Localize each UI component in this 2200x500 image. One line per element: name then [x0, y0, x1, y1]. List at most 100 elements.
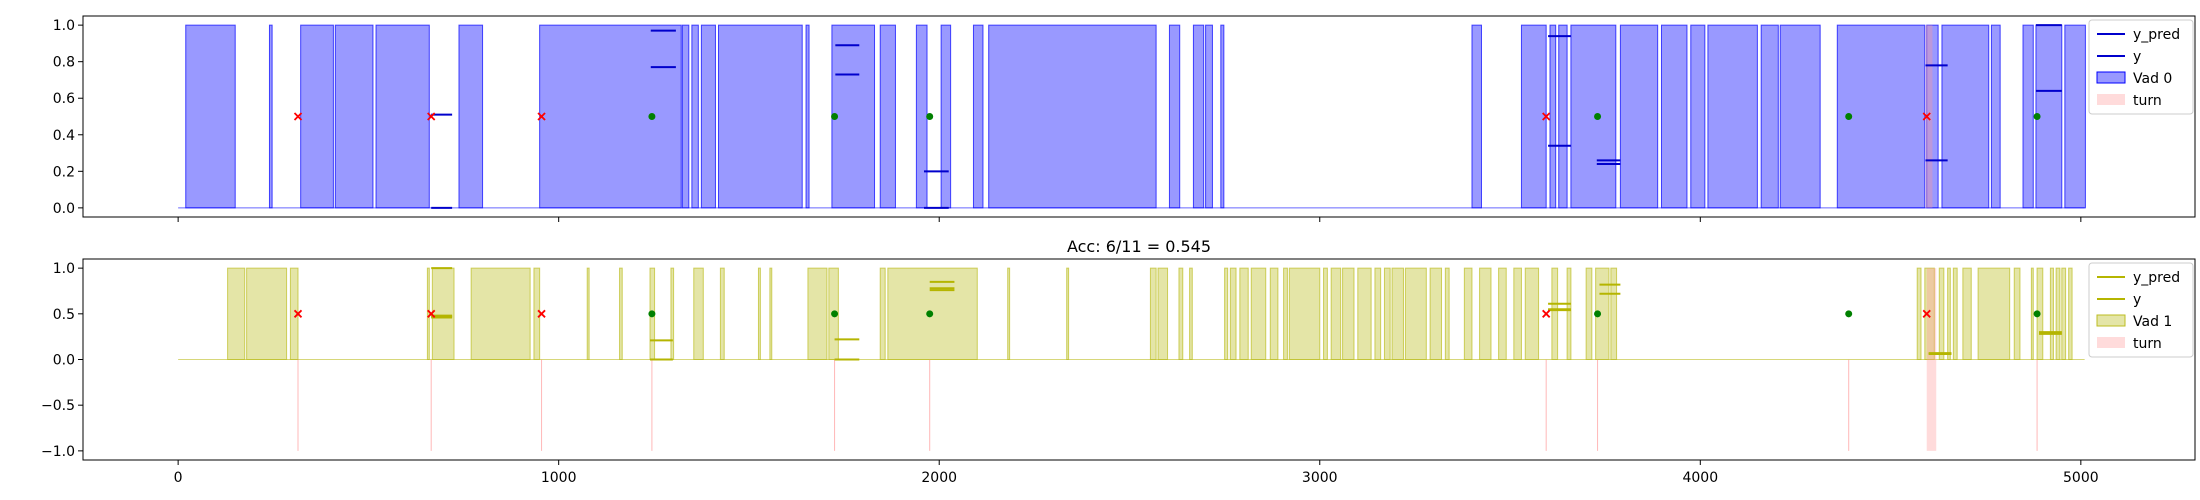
- top-vad-segment: [700, 24, 716, 209]
- bottom-vad-segment: [1977, 267, 2011, 360]
- bottom-correct-point: [648, 310, 656, 318]
- top-ytick-label: 0.8: [53, 55, 75, 71]
- bottom-subplot: Acc: 6/11 = 0.545 −1.0 −0.5 0.0 0.5 1.0 0 1000…: [41, 237, 2196, 486]
- bottom-vad-segment: [1323, 267, 1328, 360]
- bottom-vad-segment: [1444, 267, 1450, 360]
- bottom-vad-segment: [1962, 267, 1972, 360]
- bottom-wrong-point: [537, 309, 546, 318]
- top-vad-segment: [1220, 24, 1225, 209]
- bottom-vad-segment: [1952, 267, 1958, 360]
- bottom-vad-segment: [1391, 267, 1404, 360]
- top-legend-label: Vad 0: [2133, 71, 2172, 87]
- bottom-vad-segment: [426, 267, 430, 360]
- top-plot-frame: [82, 15, 2196, 218]
- bottom-vad-segment: [1610, 267, 1618, 360]
- top-wrong-point: [293, 112, 303, 121]
- bottom-vad-segment: [1149, 267, 1157, 360]
- bottom-vad-segment: [1947, 267, 1951, 360]
- bottom-wrong-point: [293, 309, 303, 318]
- bottom-vad-segment: [1224, 267, 1229, 360]
- bottom-vad-segment: [1916, 267, 1922, 360]
- bottom-vad-segment: [1157, 267, 1169, 360]
- bottom-correct-point: [926, 310, 934, 318]
- bottom-ytick-label: 1.0: [53, 261, 75, 277]
- top-turn-segment: [1925, 25, 1933, 208]
- bottom-xtick-label: 3000: [1302, 470, 1338, 486]
- bottom-legend-label: y: [2133, 292, 2141, 308]
- top-wrong-point: [537, 112, 546, 121]
- bottom-vad-segment: [1404, 267, 1427, 360]
- top-correct-point: [1845, 113, 1853, 120]
- bottom-vad-segment: [1007, 267, 1011, 360]
- top-vad-segment: [915, 24, 928, 209]
- bottom-vad-segment: [1342, 267, 1355, 360]
- top-legend-turn-swatch: [2097, 94, 2125, 105]
- bottom-vad-segment: [1566, 267, 1572, 360]
- top-vad-segment: [831, 24, 876, 209]
- bottom-vad-segment: [1283, 267, 1288, 360]
- top-vad-segment: [1205, 24, 1213, 209]
- bottom-wrong-point: [427, 309, 436, 318]
- bottom-correct-point: [1845, 310, 1853, 318]
- top-legend-label: y: [2133, 49, 2141, 65]
- bottom-vad-segment: [1551, 267, 1559, 360]
- bottom-correct-point: [2033, 310, 2041, 318]
- bottom-vad-segment: [1938, 267, 1945, 360]
- top-vad-segment: [1660, 24, 1688, 209]
- top-correct-point: [1594, 113, 1602, 120]
- top-vad-segment: [988, 24, 1157, 209]
- bottom-vad-segment: [1250, 267, 1267, 360]
- bottom-ytick-label: 0.0: [53, 353, 75, 369]
- top-vad-segment: [185, 24, 236, 209]
- bottom-xtick-label: 2000: [921, 470, 957, 486]
- top-legend-label: turn: [2133, 93, 2162, 109]
- bottom-vad-segment: [1374, 267, 1382, 360]
- bottom-legend-box: [2088, 262, 2194, 358]
- top-vad-segment: [1192, 24, 1205, 209]
- bottom-vad-segment: [719, 267, 725, 360]
- bottom-vad-segment: [1479, 267, 1492, 360]
- bottom-legend-label: turn: [2133, 336, 2162, 352]
- bottom-ytick-label: −0.5: [41, 398, 75, 414]
- bottom-vad-segment: [670, 267, 675, 360]
- top-legend-box: [2088, 19, 2194, 115]
- bottom-vad-segment: [807, 267, 828, 360]
- bottom-vad-segment: [533, 267, 541, 360]
- bottom-xtick-label: 4000: [1682, 470, 1718, 486]
- bottom-legend-vad-swatch: [2096, 314, 2126, 327]
- top-wrong-point: [1542, 112, 1551, 121]
- bottom-legend-turn-swatch: [2097, 337, 2125, 348]
- top-vad-segment: [1690, 24, 1706, 209]
- bottom-legend-label: y_pred: [2133, 270, 2180, 286]
- bottom-vad-segment: [1429, 267, 1443, 360]
- bottom-vad-segment: [1178, 267, 1184, 360]
- bottom-vad-segment: [586, 267, 590, 360]
- bottom-vad-segment: [769, 267, 773, 360]
- top-vad-segment: [1520, 24, 1547, 209]
- top-vad-segment: [300, 24, 334, 209]
- top-vad-segment: [718, 24, 803, 209]
- bottom-vad-segment: [227, 267, 246, 360]
- top-vad-segment: [2022, 24, 2034, 209]
- bottom-vad-segment: [1513, 267, 1522, 360]
- bottom-vad-segment: [1924, 267, 1935, 360]
- bottom-vad-segment: [1498, 267, 1507, 360]
- top-vad-segment: [375, 24, 430, 209]
- bottom-vad-segment: [693, 267, 704, 360]
- top-vad-segment: [1707, 24, 1758, 209]
- bottom-ytick-label: 0.5: [53, 307, 75, 323]
- bottom-xtick-label: 5000: [2063, 470, 2099, 486]
- bottom-vad-segment: [1585, 267, 1593, 360]
- top-wrong-point: [427, 112, 436, 121]
- bottom-correct-point: [831, 310, 839, 318]
- top-vad-segment: [691, 24, 699, 209]
- bottom-vad-segment: [619, 267, 623, 360]
- top-vad-segment: [539, 24, 682, 209]
- bottom-vad-segment: [1330, 267, 1342, 360]
- top-vad-segment: [1471, 24, 1482, 209]
- bottom-vad-segment: [1189, 267, 1193, 360]
